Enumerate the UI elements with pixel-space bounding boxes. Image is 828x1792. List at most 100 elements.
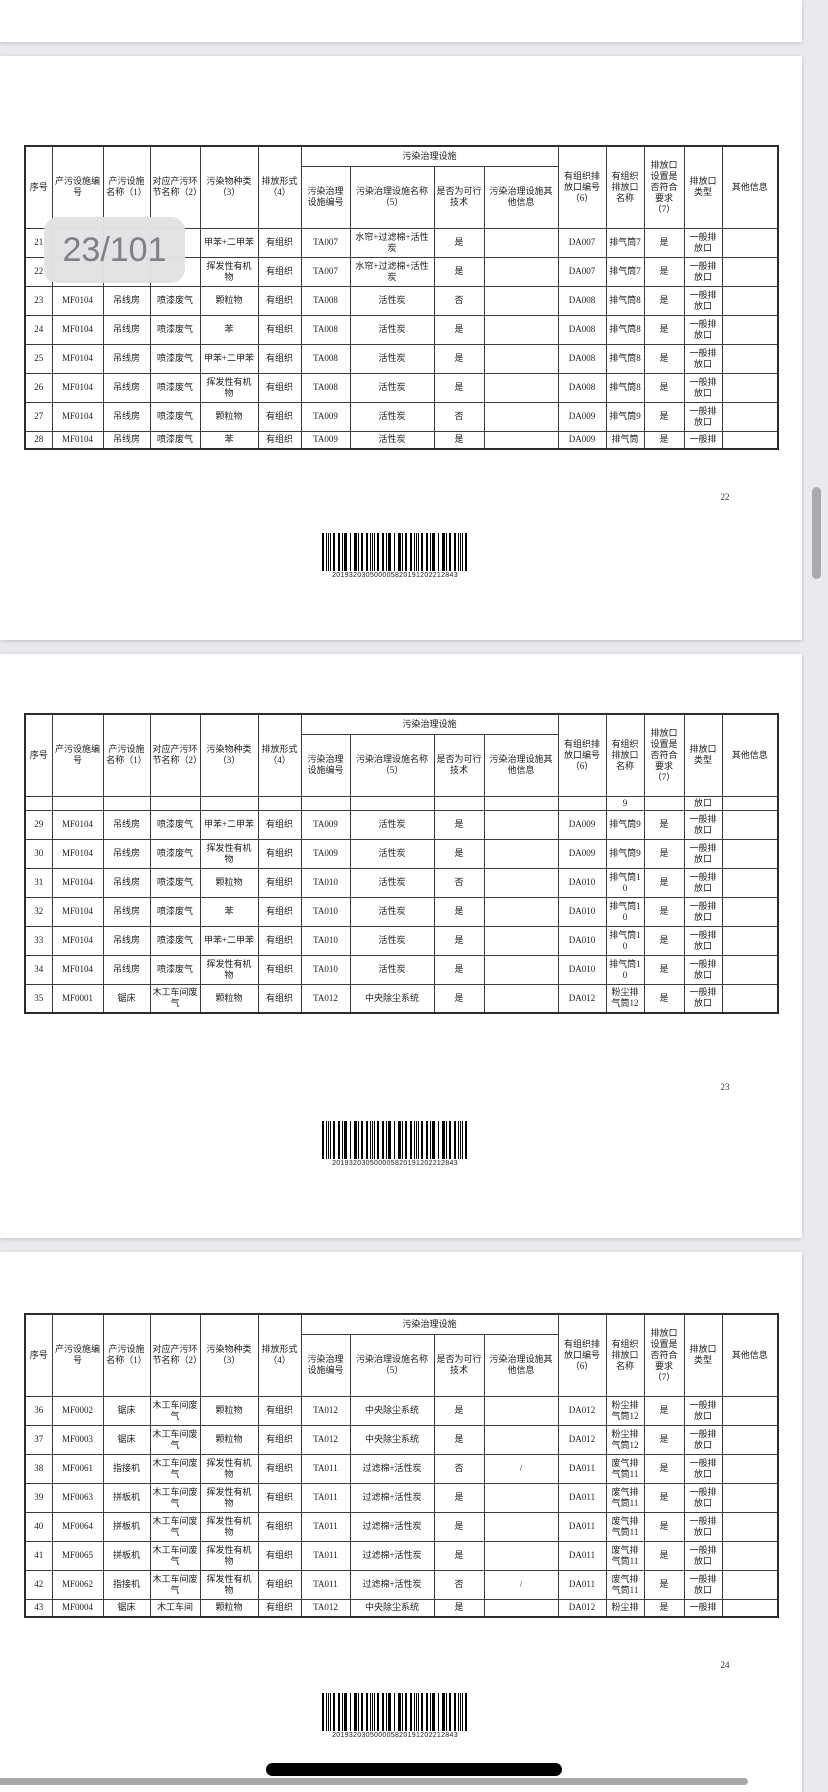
cell: 一般排放口 [683, 1424, 723, 1455]
cell: DA009 [557, 430, 607, 450]
cell: DA008 [557, 372, 607, 403]
cell [721, 1453, 779, 1484]
cell [721, 1395, 779, 1426]
cell: 活性炭 [349, 925, 435, 956]
cell: 排气筒10 [605, 954, 645, 985]
cell: 是 [433, 227, 485, 258]
cell [483, 983, 559, 1014]
cell: 是 [643, 809, 685, 840]
page-number: 22 [720, 492, 730, 502]
cell: MF0104 [51, 954, 104, 985]
cell: 32 [24, 896, 53, 927]
cell: 木工车间废气 [149, 1511, 201, 1542]
cell: 活性炭 [349, 314, 435, 345]
cell: 43 [24, 1598, 53, 1618]
cell: 锯床 [102, 983, 151, 1014]
column-header: 污染治理设施编号 [300, 165, 351, 229]
column-header: 有组织排放口名称 [605, 1313, 645, 1397]
cell: 活性炭 [349, 838, 435, 869]
cell: 排气筒10 [605, 896, 645, 927]
cell: MF0104 [51, 314, 104, 345]
cell [643, 795, 685, 811]
cell [721, 925, 779, 956]
cell: 排气筒8 [605, 343, 645, 374]
cell: 喷漆废气 [149, 372, 201, 403]
cell: TA007 [300, 227, 351, 258]
cell: 吊线房 [102, 838, 151, 869]
cell: 甲苯+二甲苯 [199, 227, 259, 258]
cell [483, 1482, 559, 1513]
cell: 喷漆废气 [149, 343, 201, 374]
cell: 有组织 [257, 1482, 302, 1513]
cell [483, 1540, 559, 1571]
cell: 吊线房 [102, 925, 151, 956]
cell: 否 [433, 867, 485, 898]
vertical-scrollbar-thumb[interactable] [812, 487, 821, 579]
cell: 排气筒8 [605, 372, 645, 403]
cell: 有组织 [257, 809, 302, 840]
column-header: 产污设施名称（1） [102, 1313, 151, 1397]
cell: 有组织 [257, 1569, 302, 1600]
cell: 吊线房 [102, 867, 151, 898]
table-row: 42 MF0062 指接机 木工车间废气 挥发性有机物 有组织 TA011 过滤棉+活性炭否 /… [24, 1569, 779, 1600]
cell [483, 954, 559, 985]
cell [300, 795, 351, 811]
cell: 木工车间 [149, 1598, 201, 1618]
cell: TA008 [300, 372, 351, 403]
cell [721, 256, 779, 287]
cell: 是 [643, 1482, 685, 1513]
cell: 24 [24, 314, 53, 345]
column-header: 有组织排放口编号（6） [557, 145, 607, 229]
cell: 25 [24, 343, 53, 374]
cell [483, 795, 559, 811]
cell: 挥发性有机物 [199, 1482, 259, 1513]
cell: 一般排 [683, 1598, 723, 1618]
table-row: 34 MF0104 吊线房 喷漆废气 挥发性有机物 有组织 TA010 活性炭是 DA010 排气… [24, 954, 779, 985]
column-header: 排放形式（4） [257, 145, 302, 229]
cell: 排气筒8 [605, 314, 645, 345]
cell: MF0104 [51, 430, 104, 450]
cell: TA010 [300, 925, 351, 956]
cell: 31 [24, 867, 53, 898]
column-header: 产污设施编号 [51, 1313, 104, 1397]
cell: 一般排放口 [683, 954, 723, 985]
cell: 喷漆废气 [149, 896, 201, 927]
page-number: 23 [720, 1082, 730, 1092]
cell: TA009 [300, 838, 351, 869]
cell: 是 [433, 983, 485, 1014]
cell: DA012 [557, 983, 607, 1014]
cell: 39 [24, 1482, 53, 1513]
column-header: 排放口类型 [683, 145, 723, 229]
cell [721, 430, 779, 450]
cell: 喷漆废气 [149, 838, 201, 869]
column-header: 排放口类型 [683, 713, 723, 797]
cell: 颗粒物 [199, 1395, 259, 1426]
column-header: 污染治理设施其他信息 [483, 1333, 559, 1397]
cell: 粉尘排 [605, 1598, 645, 1618]
horizontal-scrollbar[interactable] [0, 1778, 748, 1785]
column-header: 序号 [24, 713, 53, 797]
column-header: 污染物种类（3） [199, 713, 259, 797]
cell: 是 [643, 867, 685, 898]
cell [51, 795, 104, 811]
cell: 过滤棉+活性炭 [349, 1569, 435, 1600]
cell: 水帘+过滤棉+活性炭 [349, 227, 435, 258]
cell: 一般排放口 [683, 1569, 723, 1600]
cell: MF0001 [51, 983, 104, 1014]
cell: DA008 [557, 314, 607, 345]
home-indicator[interactable] [266, 1763, 562, 1776]
cell: 过滤棉+活性炭 [349, 1453, 435, 1484]
cell: DA007 [557, 256, 607, 287]
column-header: 污染物种类（3） [199, 1313, 259, 1397]
cell: 拼板机 [102, 1511, 151, 1542]
cell: 吊线房 [102, 401, 151, 432]
cell: TA007 [300, 256, 351, 287]
cell: 喷漆废气 [149, 285, 201, 316]
cell [483, 925, 559, 956]
cell: 是 [433, 1395, 485, 1426]
column-header: 污染治理设施 [300, 145, 559, 167]
column-header: 序号 [24, 145, 53, 229]
cell: / [483, 1453, 559, 1484]
cell: 颗粒物 [199, 983, 259, 1014]
cell: 一般排放口 [683, 227, 723, 258]
